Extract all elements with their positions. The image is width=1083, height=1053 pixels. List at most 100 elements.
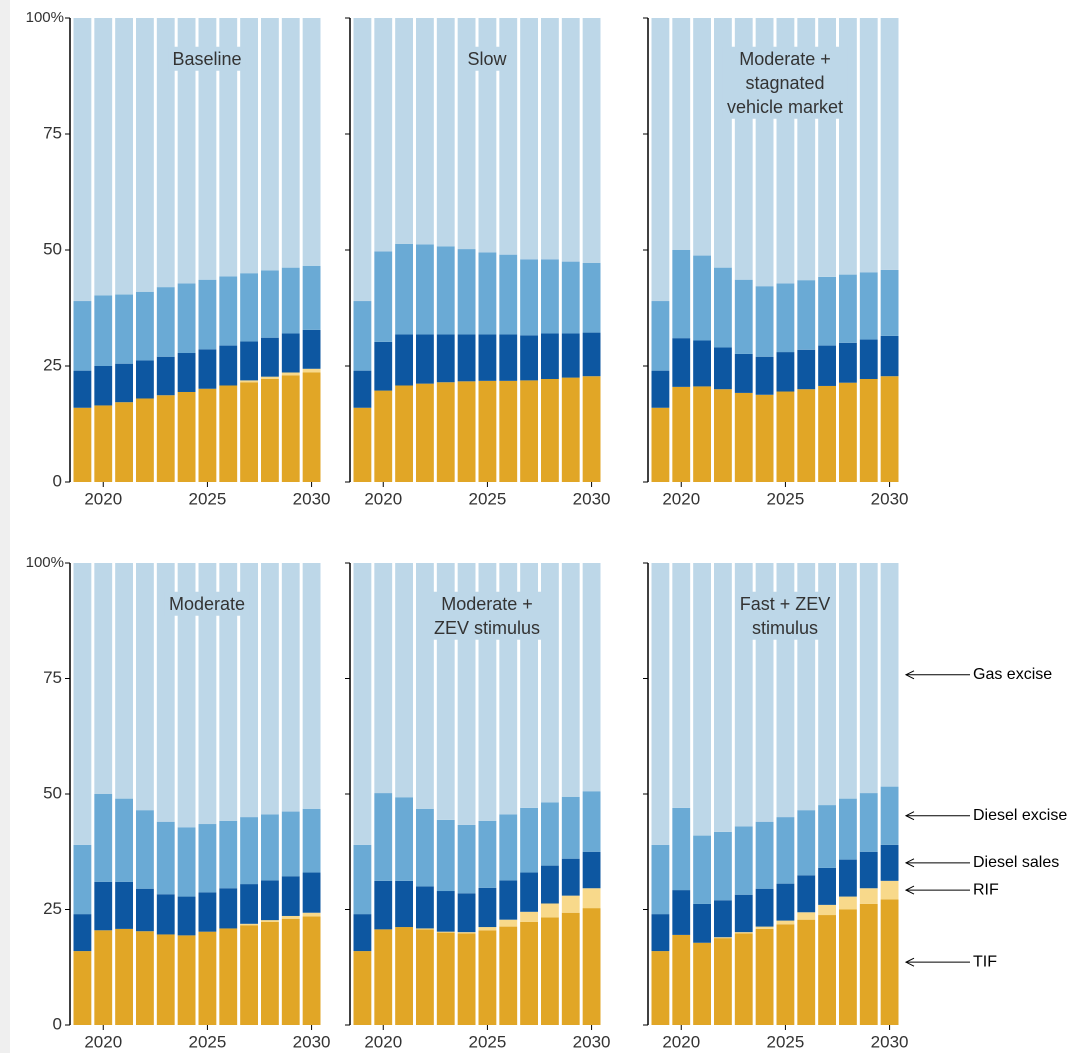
bar-segment [416,563,434,809]
bar-segment [499,334,518,381]
bar-segment [541,378,559,482]
x-tick-label: 2020 [662,1032,700,1051]
bar-segment [156,287,175,357]
bar-segment [714,389,732,482]
bar-segment [755,356,774,395]
bar-segment [136,360,154,399]
bar-segment [582,376,601,482]
bar-segment [416,886,434,929]
bar-segment [755,926,774,929]
x-tick-label: 2020 [84,1032,122,1051]
bar-segment [261,921,279,1025]
bar-segment [755,888,774,927]
bar-segment [693,255,711,341]
bar-segment [198,388,217,482]
bar-segment [115,294,133,364]
bar-segment [541,18,559,260]
panel-title-group: Fast + ZEV stimulus [735,591,835,640]
bar-segment [457,18,476,250]
bar-segment [797,810,816,876]
panel-title-group: Baseline [168,46,246,71]
bar-segment [240,273,258,342]
bar-segment [457,933,476,1025]
bar-segment [261,814,279,881]
bar-segment [859,339,878,379]
bar-segment [651,563,670,845]
bar-segment [561,796,580,859]
bar-segment [177,18,196,284]
bar-segment [281,915,300,919]
bar-segment [240,341,258,381]
bar-segment [672,807,691,891]
bar-segment [261,270,279,338]
y-tick-label: 100% [26,9,64,26]
bar-segment [818,805,836,868]
bar-segment [734,932,753,934]
bar-segment [156,18,175,288]
bar-segment [859,903,878,1025]
bar-segment [281,563,300,812]
bar-segment [436,334,455,383]
bar-segment [94,366,113,406]
bar-segment [94,18,113,296]
x-tick-label: 2030 [293,1032,331,1051]
bar-segment [115,363,133,403]
bar-segment [115,402,133,482]
bar-segment [880,376,899,482]
x-tick-label: 2020 [662,489,700,508]
bar-segment [839,342,857,383]
bar-segment [281,333,300,373]
bar-segment [240,923,258,926]
bar-segment [353,914,372,952]
bar-segment [797,875,816,913]
bar-segment [73,370,92,408]
x-tick-label: 2030 [573,489,611,508]
bar-segment [734,933,753,1025]
bar-segment [561,563,580,797]
bar-segment [353,844,372,915]
bar-segment [457,824,476,894]
x-tick-label: 2025 [189,489,227,508]
bar-segment [859,272,878,340]
bar-segment [281,372,300,376]
bar-segment [499,380,518,482]
bar-segment [261,920,279,922]
bar-segment [880,880,899,900]
panel-title-background [164,591,250,616]
bar-segment [859,793,878,852]
bar-segment [541,802,559,866]
panel-title-group: Moderate + stagnated vehicle market [722,46,848,119]
bar-segment [136,563,154,811]
legend-arrow-head [904,670,915,680]
bar-segment [302,912,321,917]
bar-segment [478,18,497,253]
bar-segment [693,386,711,482]
bar-segment [281,375,300,482]
bar-segment [94,794,113,882]
bar-segment [436,246,455,335]
bar-segment [776,883,795,921]
bar-segment [714,900,732,938]
bar-segment [395,927,413,1025]
bar-segment [520,872,538,912]
bar-segment [198,824,217,893]
bar-segment [880,563,899,787]
legend-label: Diesel sales [973,854,1059,871]
bar-segment [561,912,580,1025]
bar-segment [880,786,899,845]
bar-segment [302,265,321,330]
bar-segment [136,810,154,889]
bar-segment [797,280,816,350]
bar-segment [693,835,711,904]
bar-segment [416,334,434,384]
bar-segment [261,18,279,271]
bar-segment [395,385,413,482]
bar-segment [714,347,732,390]
y-tick-label: 50 [43,783,62,802]
bar-segment [520,335,538,381]
bar-segment [353,370,372,408]
bar-segment [261,880,279,921]
bar-segment [353,407,372,482]
bar-segment [818,867,836,905]
bar-segment [478,380,497,482]
